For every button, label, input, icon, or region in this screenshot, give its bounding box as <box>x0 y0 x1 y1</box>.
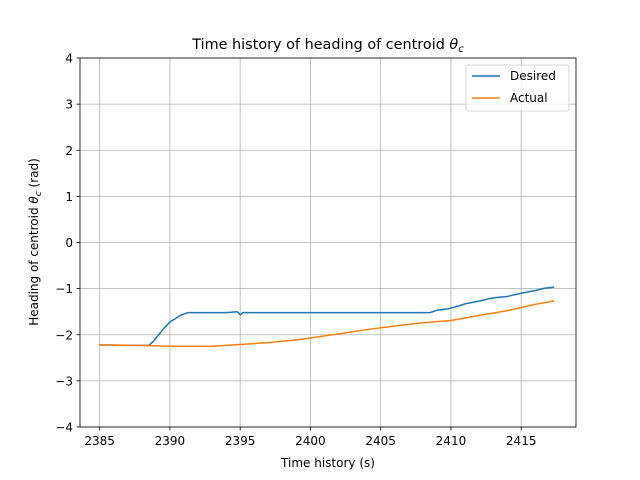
y-tick-label: −3 <box>55 374 73 388</box>
x-tick-label: 2415 <box>506 434 537 448</box>
x-tick-label: 2385 <box>84 434 115 448</box>
chart-title: Time history of heading of centroid θc <box>191 37 464 55</box>
y-axis-label: Heading of centroid θc (rad) <box>27 158 44 326</box>
x-tick-label: 2405 <box>365 434 396 448</box>
x-tick-label: 2395 <box>225 434 256 448</box>
x-tick-label: 2400 <box>295 434 326 448</box>
series-line-desired <box>98 286 555 347</box>
legend-label-desired: Desired <box>510 69 556 83</box>
y-tick-label: 4 <box>65 52 73 66</box>
series-line-actual <box>98 300 555 348</box>
y-tick-label: 3 <box>65 98 73 112</box>
y-tick-label: 1 <box>65 190 73 204</box>
series-lines <box>98 286 555 348</box>
legend-label-actual: Actual <box>510 91 548 105</box>
x-tick-label: 2390 <box>155 434 186 448</box>
legend: Desired Actual <box>465 64 570 112</box>
x-axis-label: Time history (s) <box>280 456 375 470</box>
y-tick-label: 0 <box>65 236 73 250</box>
y-tick-label: −1 <box>55 282 73 296</box>
y-tick-label: −4 <box>55 421 73 435</box>
ticks: 2385 2390 2395 2400 2405 2410 2415 −4 −3 −2 −1 0 1 2 3… <box>55 52 536 449</box>
y-tick-label: −2 <box>55 328 73 342</box>
x-tick-label: 2410 <box>436 434 467 448</box>
y-tick-label: 2 <box>65 144 73 158</box>
